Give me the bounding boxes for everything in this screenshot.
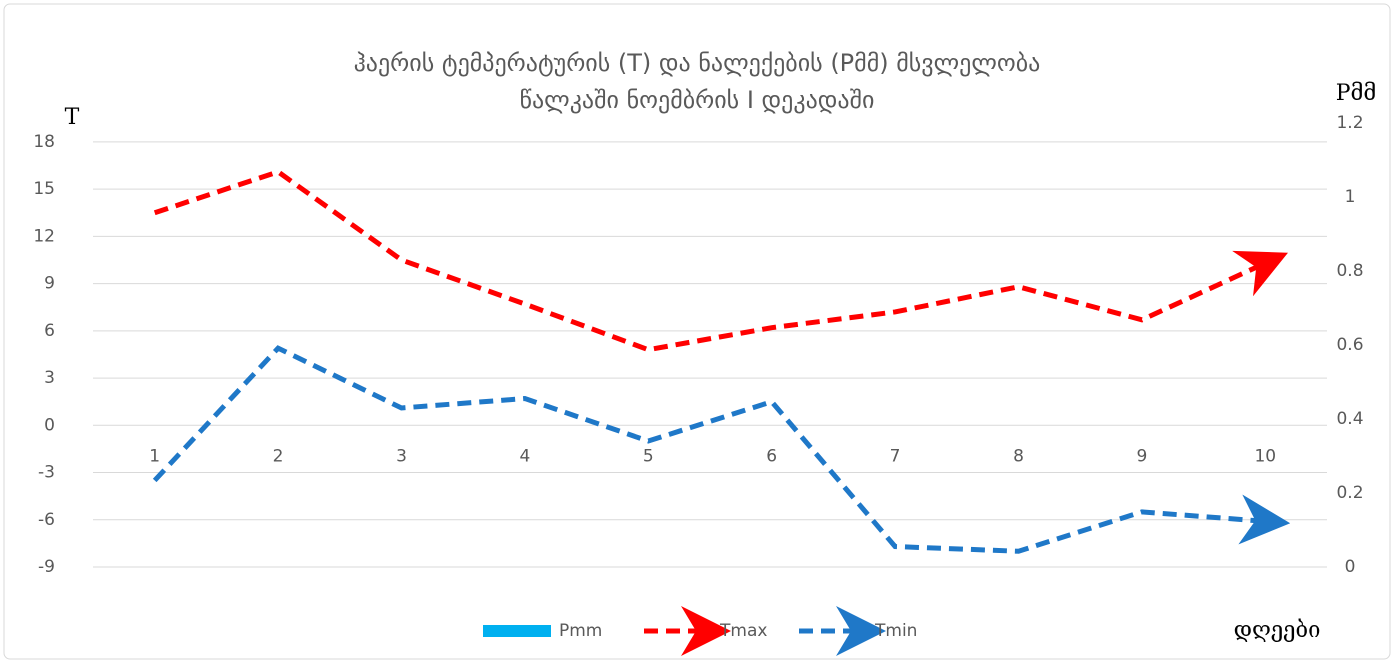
x-tick-label: 7 bbox=[890, 446, 901, 466]
x-tick-label: 10 bbox=[1254, 446, 1276, 466]
x-tick-label: 6 bbox=[766, 446, 777, 466]
y-tick-label: -3 bbox=[38, 463, 55, 483]
y2-tick-label: 1.2 bbox=[1336, 113, 1363, 133]
chart-title: ჰაერის ტემპერატურის (T) და ნალექების (Pმ… bbox=[354, 49, 1041, 77]
chart-border bbox=[3, 3, 1391, 660]
y2-tick-label: 0 bbox=[1345, 557, 1356, 577]
y2-tick-label: 0.2 bbox=[1336, 483, 1363, 503]
y-tick-label: 0 bbox=[44, 415, 55, 435]
line-series bbox=[152, 345, 1291, 554]
y-tick-label: -6 bbox=[38, 510, 55, 530]
y-tick-label: -9 bbox=[38, 557, 55, 577]
x-axis-title: დღეები bbox=[1234, 618, 1321, 643]
legend-label: Pmm bbox=[559, 621, 602, 641]
legend-swatch bbox=[483, 625, 551, 637]
x-tick-label: 5 bbox=[643, 446, 654, 466]
x-tick-label: 2 bbox=[273, 446, 284, 466]
y-tick-label: 6 bbox=[44, 321, 55, 341]
y2-axis-title: Pმმ bbox=[1336, 81, 1377, 106]
y-tick-label: 3 bbox=[44, 368, 55, 388]
x-tick-label: 1 bbox=[149, 446, 160, 466]
y2-tick-label: 0.4 bbox=[1336, 409, 1363, 429]
y-tick-label: 15 bbox=[33, 179, 55, 199]
x-tick-label: 4 bbox=[519, 446, 530, 466]
y-axis-title: T bbox=[65, 105, 80, 130]
legend-label: Tmax bbox=[719, 621, 767, 641]
y-tick-label: 12 bbox=[33, 226, 55, 246]
line-series bbox=[153, 169, 1289, 353]
y2-tick-label: 0.8 bbox=[1336, 261, 1363, 281]
x-tick-label: 9 bbox=[1136, 446, 1147, 466]
y2-tick-label: 1 bbox=[1345, 187, 1356, 207]
y-tick-label: 18 bbox=[33, 132, 55, 152]
x-tick-label: 3 bbox=[396, 446, 407, 466]
chart-title: წალკაში ნოემბრის I დეკადაში bbox=[520, 86, 875, 114]
y-tick-label: 9 bbox=[44, 274, 55, 294]
legend-label: Tmin bbox=[874, 621, 917, 641]
x-tick-label: 8 bbox=[1013, 446, 1024, 466]
y2-tick-label: 0.6 bbox=[1336, 335, 1363, 355]
